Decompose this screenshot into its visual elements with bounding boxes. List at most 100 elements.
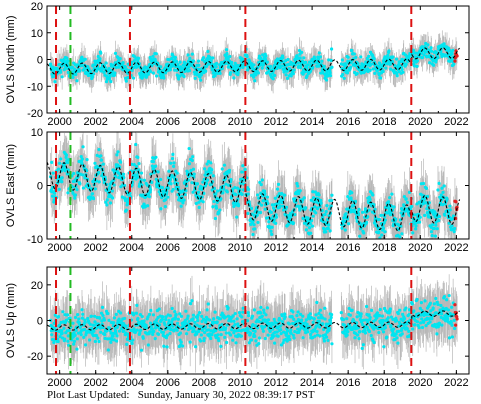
data-point xyxy=(109,340,113,344)
data-point xyxy=(217,338,221,343)
data-point xyxy=(281,204,285,208)
data-point xyxy=(266,201,270,206)
x-tick-label: 2008 xyxy=(192,377,216,389)
data-point xyxy=(91,197,96,201)
data-point xyxy=(195,182,200,186)
data-point xyxy=(134,164,139,169)
data-point xyxy=(154,155,158,159)
data-point xyxy=(428,320,432,324)
data-point xyxy=(169,161,173,165)
data-point xyxy=(353,199,357,203)
data-point xyxy=(267,226,272,230)
data-point xyxy=(93,187,97,191)
data-point xyxy=(222,187,226,191)
data-point xyxy=(96,54,100,59)
data-point xyxy=(228,70,233,75)
data-point xyxy=(262,308,266,312)
data-point xyxy=(196,319,200,323)
data-point xyxy=(57,187,61,191)
data-point xyxy=(431,306,435,310)
data-point xyxy=(330,193,334,197)
data-point xyxy=(60,329,64,333)
data-point xyxy=(65,161,70,165)
data-point xyxy=(391,55,395,59)
data-point xyxy=(173,316,178,320)
data-point xyxy=(405,322,409,326)
data-point xyxy=(364,220,369,225)
data-point xyxy=(395,71,399,75)
data-point xyxy=(135,303,139,307)
data-point xyxy=(350,191,354,195)
data-point xyxy=(115,325,119,329)
data-point xyxy=(420,55,425,60)
data-point xyxy=(165,345,169,349)
data-point xyxy=(394,57,399,61)
data-point xyxy=(137,168,141,172)
data-point xyxy=(158,192,162,196)
data-point xyxy=(313,205,317,209)
data-point xyxy=(289,328,293,332)
data-point xyxy=(342,323,347,327)
data-point xyxy=(163,205,167,209)
data-point xyxy=(450,335,455,339)
data-point xyxy=(122,329,126,333)
data-point xyxy=(322,220,326,224)
data-point xyxy=(269,210,273,214)
x-tick-label: 2002 xyxy=(83,242,107,254)
data-point xyxy=(167,318,171,323)
data-point xyxy=(112,338,116,342)
data-point xyxy=(210,168,214,172)
data-point xyxy=(72,67,77,71)
data-point xyxy=(240,170,244,174)
data-point xyxy=(446,317,450,321)
data-point xyxy=(62,326,66,330)
data-point xyxy=(388,307,392,311)
data-point xyxy=(249,338,254,342)
data-point xyxy=(377,73,381,77)
data-point xyxy=(262,311,266,315)
data-point xyxy=(455,205,459,209)
data-point xyxy=(309,231,313,235)
data-point xyxy=(345,317,349,321)
data-point xyxy=(206,49,210,54)
data-point xyxy=(176,317,180,321)
data-point xyxy=(392,68,396,72)
data-point xyxy=(312,317,316,321)
data-point xyxy=(440,323,444,327)
data-point xyxy=(284,205,289,209)
data-point xyxy=(231,338,235,342)
data-point xyxy=(187,319,191,324)
data-point xyxy=(420,325,425,330)
data-point xyxy=(436,302,440,307)
data-point xyxy=(453,59,457,63)
data-point xyxy=(178,60,182,64)
data-point xyxy=(443,54,447,58)
data-point xyxy=(173,181,177,185)
data-point xyxy=(445,298,449,302)
data-point xyxy=(201,56,206,60)
data-point xyxy=(288,337,292,342)
data-point xyxy=(377,217,382,222)
data-point xyxy=(276,334,280,338)
data-point xyxy=(323,212,327,217)
data-point xyxy=(174,59,179,64)
data-point xyxy=(134,311,139,315)
data-point xyxy=(214,206,219,210)
data-point xyxy=(329,315,333,320)
data-point xyxy=(379,76,383,80)
last-updated-footer: Plot Last Updated: Sunday, January 30, 2… xyxy=(47,389,315,401)
data-point xyxy=(65,56,69,60)
data-point xyxy=(377,330,381,335)
data-point xyxy=(353,336,357,340)
data-point xyxy=(144,323,148,328)
data-point xyxy=(87,338,92,342)
data-point xyxy=(119,319,123,323)
data-point xyxy=(181,344,185,348)
data-point xyxy=(318,334,322,338)
data-point xyxy=(389,67,393,71)
data-point xyxy=(430,233,434,238)
data-point xyxy=(297,48,302,53)
data-point xyxy=(270,225,274,229)
data-point xyxy=(194,345,198,349)
data-point xyxy=(439,193,443,197)
